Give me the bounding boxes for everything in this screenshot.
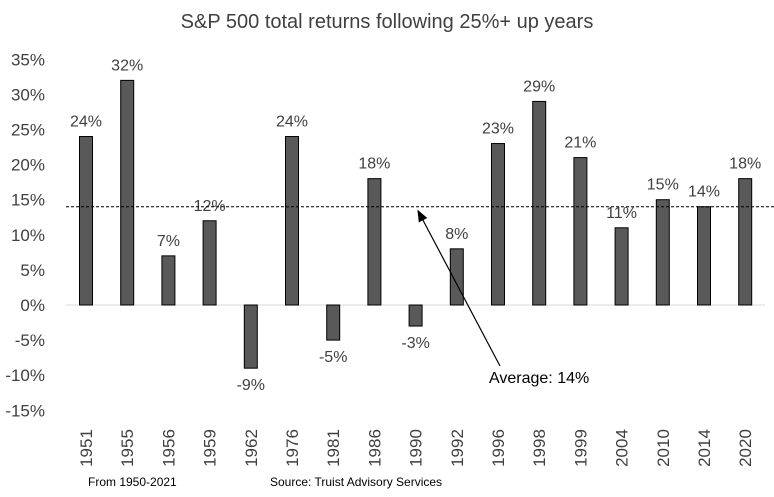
bar-1986 — [367, 178, 382, 306]
y-tick-label: 20% — [11, 156, 45, 175]
x-tick-label: 1992 — [448, 429, 467, 467]
data-label: 11% — [606, 205, 637, 222]
data-label: 23% — [482, 121, 514, 138]
x-tick-label: 1981 — [324, 429, 343, 467]
x-tick-label: 2004 — [613, 429, 632, 467]
x-tick-label: 2010 — [654, 429, 673, 467]
y-tick-label: 0% — [20, 296, 45, 315]
y-tick-label: 30% — [11, 85, 45, 104]
bar-1951 — [79, 136, 93, 306]
average-annotation: Average: 14% — [489, 370, 589, 387]
x-tick-label: 2014 — [695, 429, 714, 467]
y-tick-label: 15% — [11, 191, 45, 210]
data-label: 15% — [647, 177, 679, 194]
data-label: 29% — [523, 78, 555, 95]
x-tick-label: 1998 — [530, 429, 549, 467]
data-label: 8% — [445, 226, 468, 243]
data-label: 12% — [194, 198, 226, 215]
x-tick-label: 1956 — [159, 429, 178, 467]
bar-1990 — [408, 304, 423, 327]
chart-title: S&P 500 total returns following 25%+ up … — [181, 11, 594, 33]
data-label: 21% — [564, 135, 596, 152]
y-tick-label: 10% — [11, 226, 45, 245]
x-tick-label: 1986 — [365, 429, 384, 467]
bar-1956 — [161, 255, 176, 306]
x-tick-label: 1951 — [77, 429, 96, 467]
data-label: 32% — [111, 57, 143, 74]
data-label: 14% — [688, 184, 720, 201]
bar-1981 — [326, 304, 341, 341]
bar-1962 — [243, 304, 258, 369]
x-tick-label: 1962 — [242, 429, 261, 467]
data-label: 18% — [358, 156, 390, 173]
data-label: 18% — [729, 156, 761, 173]
bar-1955 — [120, 79, 135, 306]
footer-source: Source: Truist Advisory Services — [270, 475, 443, 489]
y-tick-label: 25% — [11, 121, 45, 140]
data-label: 24% — [70, 114, 102, 131]
y-tick-label: -5% — [15, 331, 45, 350]
footer-range: From 1950-2021 — [88, 475, 177, 489]
bar-2010 — [655, 199, 670, 306]
bar-1996 — [491, 143, 505, 306]
data-label: -5% — [319, 349, 347, 366]
data-label: 7% — [157, 233, 180, 250]
y-tick-label: -15% — [5, 401, 45, 420]
bar-2020 — [738, 178, 753, 306]
y-tick-label: 5% — [20, 261, 45, 280]
data-label: -9% — [237, 377, 265, 394]
y-tick-label: 35% — [11, 50, 45, 69]
bar-1998 — [532, 100, 547, 306]
bar-1976 — [285, 136, 299, 306]
x-tick-label: 2020 — [736, 429, 755, 467]
bar-2004 — [614, 227, 629, 306]
bar-1999 — [573, 157, 588, 306]
average-arrow — [417, 209, 501, 367]
data-label: 24% — [276, 114, 308, 131]
x-tick-label: 1999 — [571, 429, 590, 467]
bar-2014 — [697, 206, 711, 306]
y-tick-label: -10% — [5, 366, 45, 385]
bar-1959 — [202, 220, 217, 306]
x-tick-label: 1996 — [489, 429, 508, 467]
data-label: -3% — [401, 335, 429, 352]
x-tick-label: 1955 — [118, 429, 137, 467]
x-tick-label: 1990 — [407, 429, 426, 467]
x-tick-label: 1959 — [201, 429, 220, 467]
x-tick-label: 1976 — [283, 429, 302, 467]
bar-1992 — [449, 248, 464, 306]
